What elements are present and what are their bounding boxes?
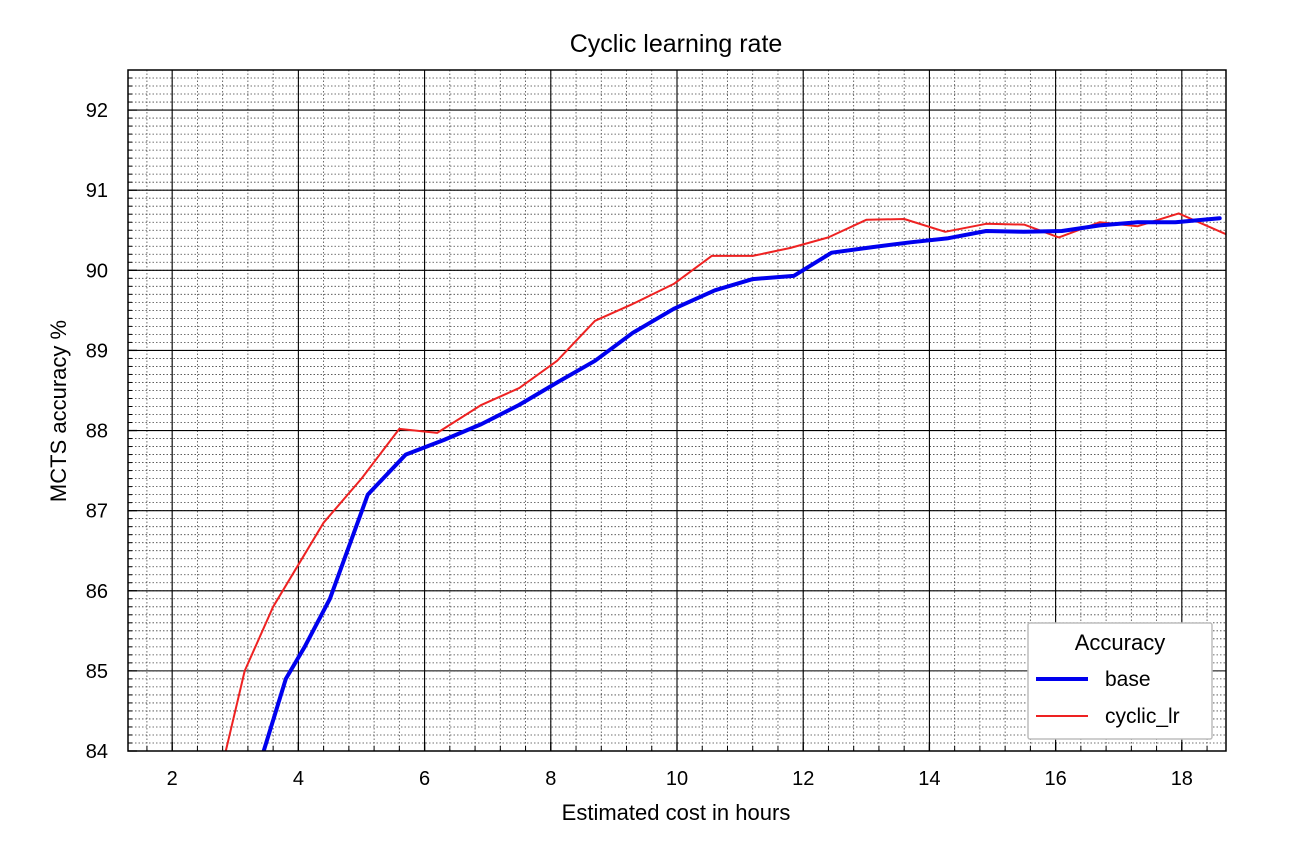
- y-tick-label: 85: [86, 661, 108, 683]
- x-tick-label: 2: [167, 768, 178, 790]
- y-tick-label: 90: [86, 260, 108, 282]
- series-line-base: [261, 216, 1222, 751]
- y-tick-label: 88: [86, 421, 108, 443]
- legend-box: [1027, 622, 1213, 740]
- y-tick-label: 92: [86, 100, 108, 122]
- y-tick-label: 84: [86, 741, 108, 763]
- x-tick-label: 18: [1171, 768, 1193, 790]
- axis-ticks: [128, 69, 1208, 752]
- y-tick-label: 86: [86, 581, 108, 603]
- y-tick-label: 87: [86, 501, 108, 523]
- x-tick-label: 14: [918, 768, 940, 790]
- plot-frame: [127, 69, 1227, 752]
- y-tick-label: 89: [86, 340, 108, 362]
- x-tick-label: 12: [792, 768, 814, 790]
- legend-title: Accuracy: [1075, 630, 1165, 655]
- y-axis-label: MCTS accuracy %: [46, 320, 71, 502]
- legend-label-base: base: [1105, 668, 1151, 691]
- y-tick-labels: 84 85 86 87 88 89 90 91 92: [86, 100, 108, 763]
- x-tick-label: 10: [666, 768, 688, 790]
- x-tick-label: 16: [1044, 768, 1066, 790]
- legend: Accuracy base cyclic_lr: [1027, 622, 1213, 740]
- chart-title: Cyclic learning rate: [570, 30, 783, 58]
- x-tick-label: 4: [293, 768, 304, 790]
- x-axis-label: Estimated cost in hours: [562, 800, 791, 825]
- legend-label-cyclic-lr: cyclic_lr: [1105, 705, 1180, 728]
- x-tick-labels: 2 4 6 8 10 12 14 16 18: [167, 768, 1193, 790]
- series-lines: [224, 212, 1226, 751]
- x-tick-label: 6: [419, 768, 430, 790]
- x-tick-label: 8: [545, 768, 556, 790]
- y-tick-label: 91: [86, 180, 108, 202]
